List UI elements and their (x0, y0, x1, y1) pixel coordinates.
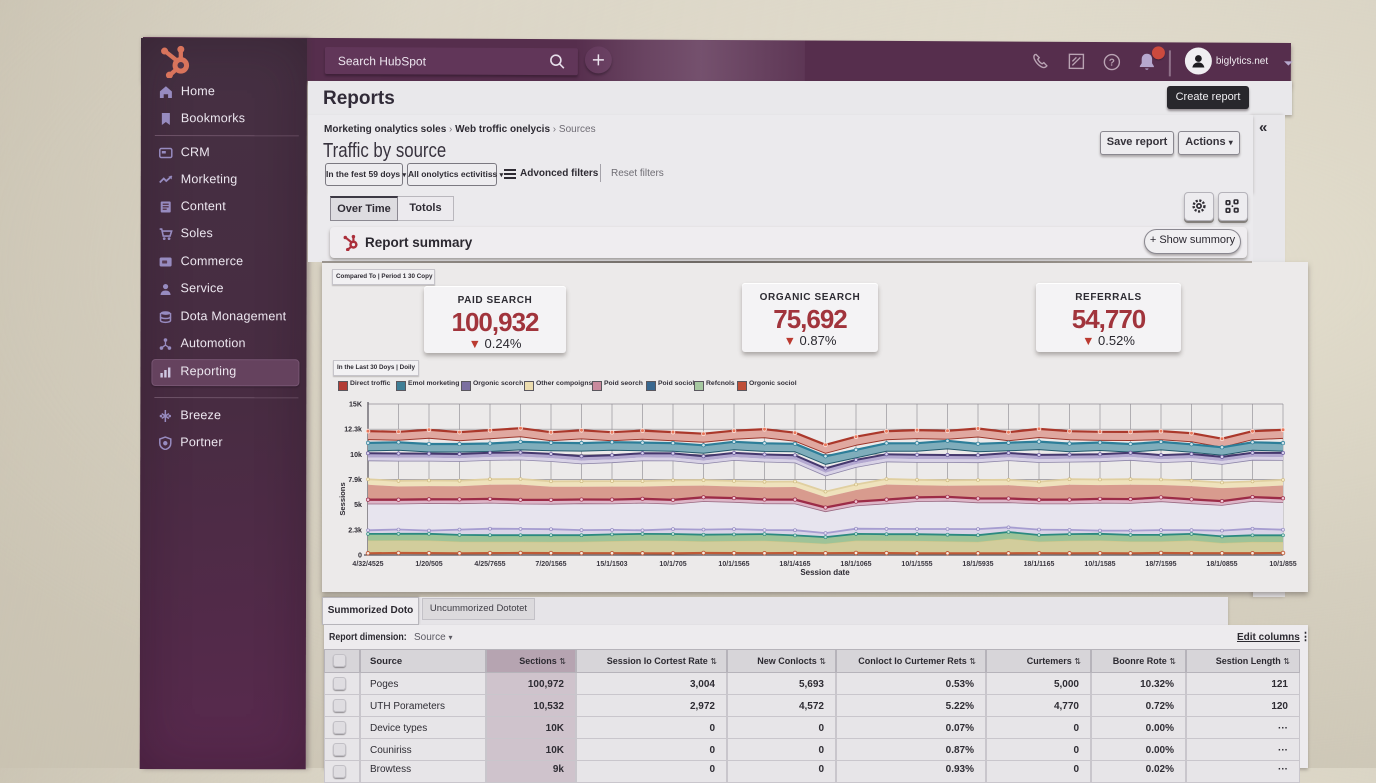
svg-text:Sessions: Sessions (338, 482, 347, 515)
svg-text:10/1/1565: 10/1/1565 (718, 561, 749, 568)
svg-text:10/1/1555: 10/1/1555 (901, 561, 932, 568)
svg-text:5k: 5k (354, 501, 362, 509)
svg-text:2.3k: 2.3k (348, 526, 362, 534)
svg-text:18/1/5935: 18/1/5935 (962, 561, 993, 568)
svg-text:10/1/705: 10/1/705 (659, 561, 686, 568)
svg-text:4/25/7655: 4/25/7655 (474, 561, 505, 568)
svg-text:15K: 15K (349, 401, 363, 409)
svg-text:18/7/1595: 18/7/1595 (1145, 561, 1176, 568)
svg-text:10/1/1585: 10/1/1585 (1084, 561, 1115, 568)
svg-text:7.9k: 7.9k (348, 476, 362, 484)
svg-text:4/32/4525: 4/32/4525 (352, 561, 383, 568)
svg-text:10/1/855: 10/1/855 (1269, 561, 1296, 568)
svg-text:0: 0 (358, 552, 362, 560)
svg-text:12.3k: 12.3k (344, 426, 362, 434)
svg-text:?: ? (1109, 58, 1115, 69)
svg-text:15/1/1503: 15/1/1503 (596, 561, 627, 568)
svg-text:18/1/1065: 18/1/1065 (840, 561, 871, 568)
svg-text:Session date: Session date (800, 568, 850, 577)
svg-text:7/20/1565: 7/20/1565 (535, 561, 566, 568)
svg-text:18/1/4165: 18/1/4165 (779, 561, 810, 568)
svg-text:18/1/0855: 18/1/0855 (1206, 561, 1237, 568)
svg-text:10k: 10k (350, 451, 362, 459)
svg-text:18/1/1165: 18/1/1165 (1024, 561, 1055, 568)
svg-text:1/20/505: 1/20/505 (415, 561, 442, 568)
